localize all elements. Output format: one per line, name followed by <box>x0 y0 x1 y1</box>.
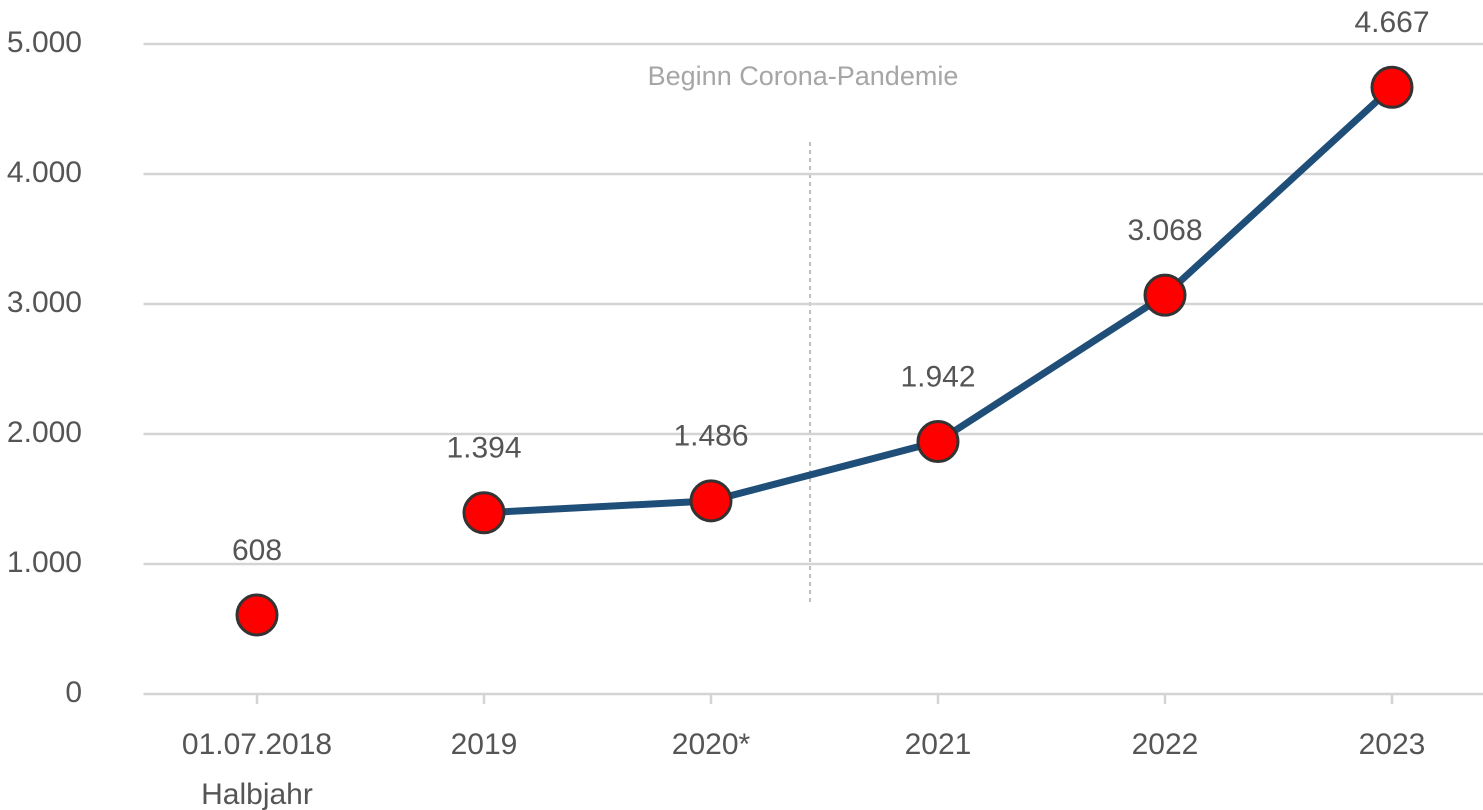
x-tick-label: 2022 <box>1132 728 1199 761</box>
marker <box>689 479 733 523</box>
marker <box>916 420 960 464</box>
x-tick-label: 01.07.2018 Halbjahr <box>182 728 332 810</box>
x-tick-label-line: 01.07.2018 <box>182 728 332 761</box>
x-tick-label: 2023 <box>1359 728 1426 761</box>
marker <box>462 491 506 535</box>
marker <box>1370 65 1414 109</box>
y-tick-label: 2.000 <box>7 416 82 449</box>
annotation: Beginn Corona-Pandemie <box>648 61 959 91</box>
y-tick-label: 3.000 <box>7 286 82 319</box>
y-tick-label: 5.000 <box>7 26 82 59</box>
y-tick-label: 0 <box>65 676 82 709</box>
x-tick-label: 2021 <box>905 728 972 761</box>
y-tick-label: 4.000 <box>7 156 82 189</box>
data-label: 1.394 <box>446 432 521 465</box>
data-label: 4.667 <box>1354 6 1429 39</box>
y-tick-label: 1.000 <box>7 546 82 579</box>
marker <box>1143 273 1187 317</box>
x-tick-label: 2019 <box>451 728 518 761</box>
marker <box>235 593 279 637</box>
data-label: 3.068 <box>1127 214 1202 247</box>
x-tick-label-line: Halbjahr <box>201 778 313 810</box>
x-tick-label: 2020* <box>672 728 751 761</box>
data-label: 1.942 <box>900 360 975 393</box>
data-label: 608 <box>232 534 282 567</box>
data-label: 1.486 <box>673 420 748 453</box>
